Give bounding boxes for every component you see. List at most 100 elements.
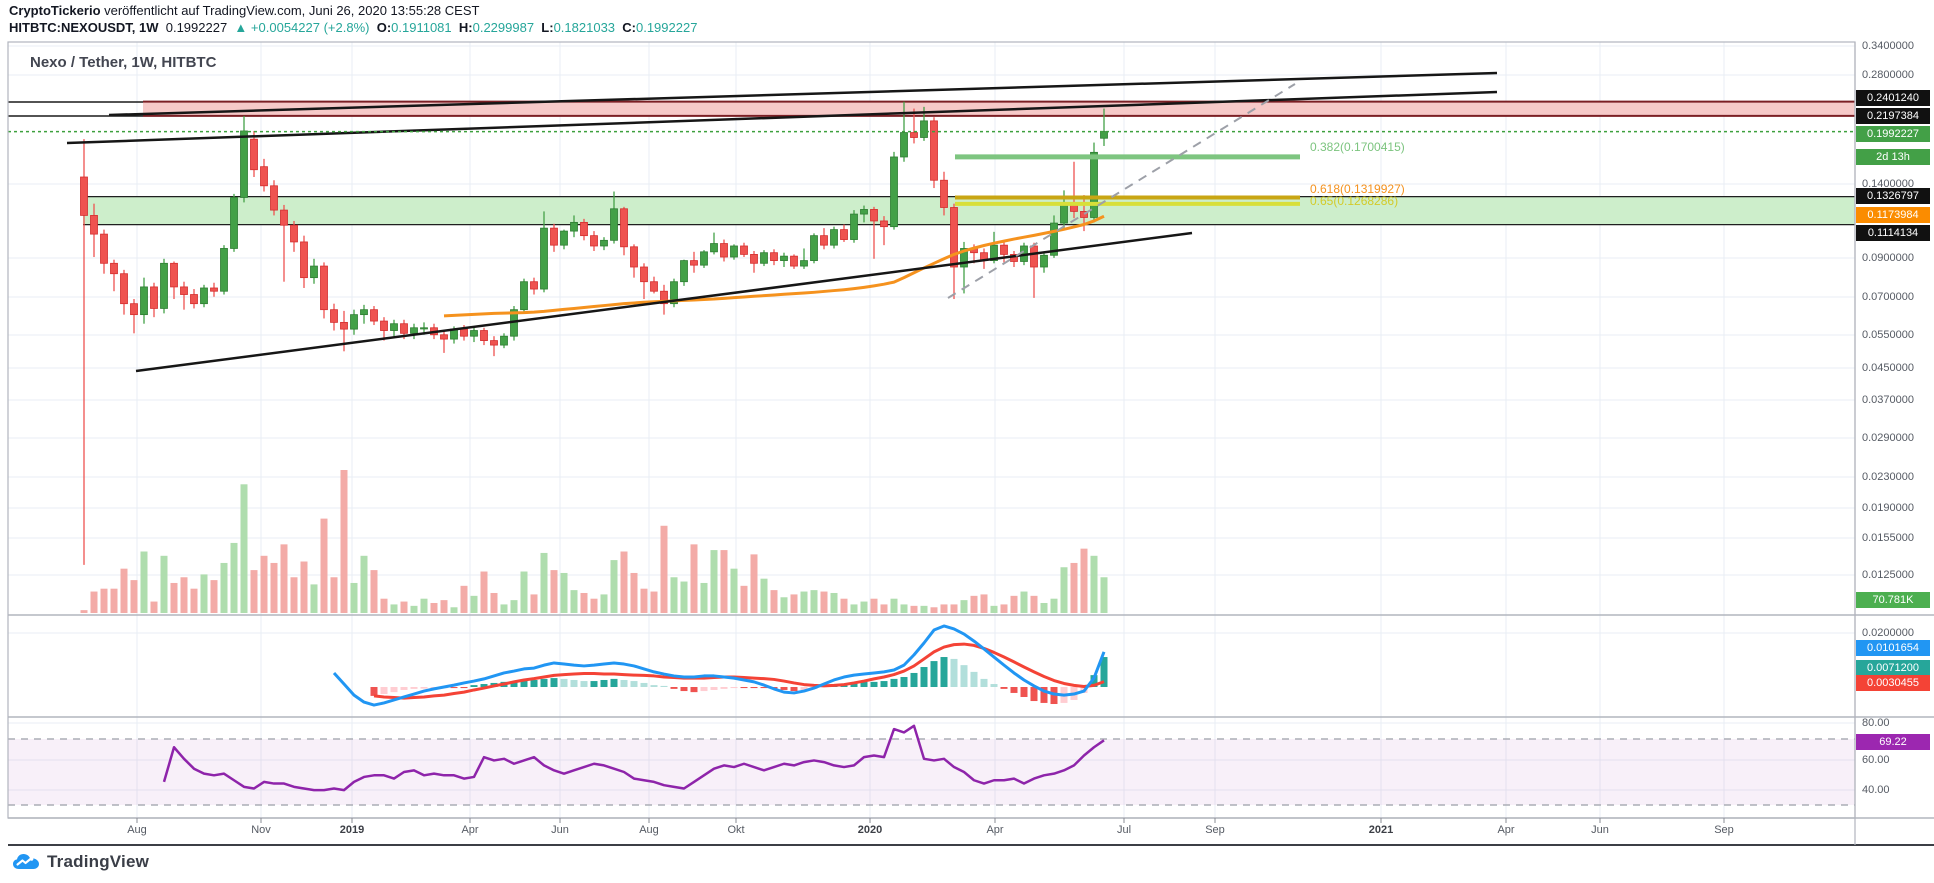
volume-bar: [830, 592, 838, 613]
macd-hist-bar: [780, 687, 788, 690]
trendline[interactable]: [66, 90, 1498, 145]
macd-hist-bar: [510, 681, 518, 687]
candle-body: [380, 320, 388, 331]
volume-bar: [610, 560, 618, 613]
candle-body: [90, 215, 98, 235]
volume-bar: [760, 578, 768, 613]
volume-bar: [1090, 555, 1098, 613]
macd-hist-bar: [790, 687, 798, 692]
candle-body: [580, 221, 588, 237]
candle-body: [330, 309, 338, 323]
macd-hist-bar: [850, 682, 858, 687]
candle-body: [650, 281, 658, 292]
candle-body: [840, 229, 848, 240]
volume-bar: [1100, 577, 1108, 613]
candle-body: [550, 227, 558, 246]
macd-hist-bar: [930, 661, 938, 687]
volume-bar: [840, 598, 848, 613]
time-axis-label: Jun: [1591, 824, 1609, 836]
macd-line: [332, 624, 1106, 707]
macd-hist-bar: [660, 685, 668, 687]
candle-body: [290, 224, 298, 243]
price-axis-tick: 0.0230000: [1862, 471, 1914, 483]
candle-body: [530, 281, 538, 290]
macd-hist-bar: [670, 687, 678, 689]
low-value: 0.1821033: [553, 20, 616, 35]
macd-hist-bar: [680, 687, 688, 692]
volume-bar: [160, 555, 168, 613]
candle-body: [960, 248, 968, 268]
candle-body: [340, 321, 348, 330]
support-zone[interactable]: [83, 196, 1855, 225]
macd-hist-bar: [470, 685, 478, 687]
volume-bar: [960, 600, 968, 613]
volume-bar: [1080, 548, 1088, 613]
candle-body: [190, 294, 198, 305]
volume-bar: [630, 572, 638, 613]
trendline[interactable]: [135, 231, 1193, 373]
candle-body: [80, 176, 88, 216]
candle-body: [800, 260, 808, 267]
candle-body: [370, 309, 378, 322]
candle-body: [140, 286, 148, 316]
trendline[interactable]: [108, 71, 1498, 117]
pane-title: Nexo / Tether, 1W, HITBTC: [30, 54, 217, 71]
price-axis-badge: 0.2197384: [1856, 108, 1930, 124]
volume-bar: [580, 592, 588, 613]
volume-bar: [560, 572, 568, 613]
volume-bar: [680, 581, 688, 613]
volume-bar: [280, 544, 288, 613]
candle-body: [770, 252, 778, 261]
macd-hist-bar: [950, 658, 958, 687]
volume-bar: [710, 550, 718, 613]
price-axis-tick: 0.0200000: [1862, 627, 1914, 639]
symbol-ohlc-row: HITBTC:NEXOUSDT, 1W 0.1992227 ▲ +0.00542…: [9, 20, 697, 35]
macd-hist-bar: [1040, 687, 1048, 703]
volume-bar: [950, 604, 958, 613]
candle-body: [610, 208, 618, 241]
author-name: CryptoTickerio: [9, 3, 101, 18]
volume-bar: [300, 561, 308, 613]
candle-body: [310, 265, 318, 279]
price-axis-badge: 2d 13h: [1856, 149, 1930, 165]
volume-bar: [620, 551, 628, 613]
price-axis[interactable]: [1855, 42, 1934, 845]
candle-body: [570, 221, 578, 232]
macd-hist-bar: [1100, 657, 1108, 687]
candle-body: [750, 254, 758, 264]
candle-body: [400, 323, 408, 334]
candle-body: [590, 235, 598, 247]
volume-bar: [180, 577, 188, 613]
last-price: 0.1992227: [165, 20, 228, 35]
macd-hist-bar: [480, 684, 488, 687]
volume-bar: [430, 602, 438, 613]
macd-hist-bar: [900, 677, 908, 687]
candle-body: [420, 327, 428, 330]
candle-body: [560, 230, 568, 246]
macd-hist-bar: [560, 678, 568, 687]
volume-bar: [590, 598, 598, 613]
time-axis[interactable]: [8, 818, 1855, 845]
candle-body: [210, 287, 218, 292]
macd-hist-bar: [1020, 687, 1028, 697]
fib-level-label: 0.382(0.1700415): [1310, 140, 1405, 154]
macd-hist-bar: [870, 681, 878, 687]
tradingview-logo[interactable]: TradingView: [12, 852, 149, 872]
candle-body: [850, 213, 858, 240]
time-axis-label: Aug: [127, 824, 147, 836]
trendline[interactable]: [947, 83, 1296, 299]
volume-bar: [1040, 602, 1048, 613]
candle-body: [900, 132, 908, 158]
candle-body: [870, 209, 878, 222]
candle-body: [260, 166, 268, 187]
volume-bar: [700, 582, 708, 613]
candle-body: [790, 255, 798, 267]
publish-info: CryptoTickerio veröffentlicht auf Tradin…: [9, 3, 479, 18]
volume-bar: [520, 571, 528, 613]
volume-bar: [380, 598, 388, 613]
price-axis-tick: 0.0550000: [1862, 329, 1914, 341]
time-axis-label: 2020: [857, 824, 883, 836]
ma-line: [443, 214, 1105, 318]
macd-hist-bar: [620, 679, 628, 687]
